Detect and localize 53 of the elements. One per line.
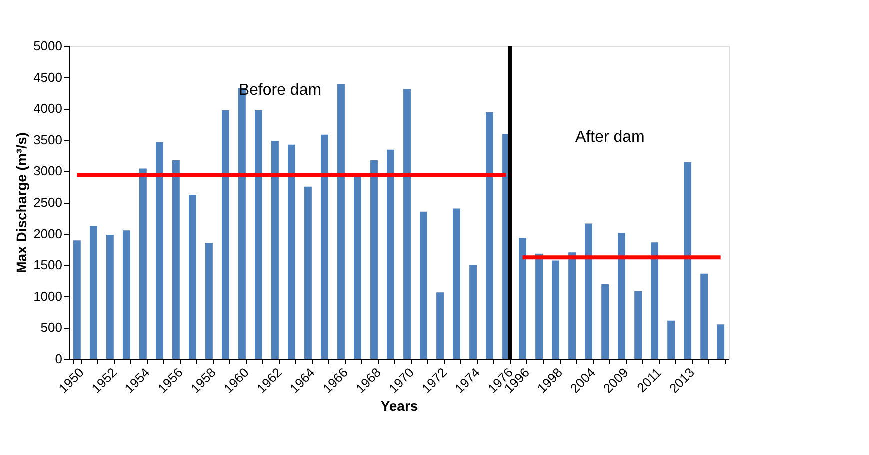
x-axis-title: Years bbox=[380, 398, 418, 414]
bar bbox=[700, 274, 708, 359]
bar bbox=[453, 208, 460, 359]
bar bbox=[387, 150, 394, 359]
bar bbox=[338, 84, 345, 359]
bar bbox=[272, 141, 279, 359]
y-tick-label: 3000 bbox=[34, 164, 62, 179]
bar bbox=[222, 110, 230, 359]
bar bbox=[536, 254, 543, 359]
bar bbox=[420, 212, 428, 359]
bar bbox=[684, 162, 692, 359]
bar bbox=[404, 89, 411, 359]
bar bbox=[668, 320, 676, 359]
bar bbox=[552, 260, 560, 359]
bar bbox=[304, 186, 312, 359]
y-tick-label: 4000 bbox=[34, 101, 62, 116]
annotation: Before dam bbox=[238, 82, 322, 99]
bar bbox=[618, 233, 626, 359]
bar bbox=[486, 112, 494, 359]
bar bbox=[585, 224, 593, 359]
y-tick-label: 1500 bbox=[34, 258, 62, 273]
bar bbox=[354, 176, 362, 359]
y-axis-title: Max Discharge (m³/s) bbox=[14, 132, 30, 274]
bar bbox=[321, 134, 328, 359]
bar bbox=[651, 242, 659, 359]
y-tick-label: 0 bbox=[55, 352, 62, 366]
bar bbox=[634, 291, 642, 359]
annotation: After dam bbox=[576, 128, 645, 146]
bar bbox=[156, 142, 164, 359]
y-tick-label: 4500 bbox=[34, 70, 62, 85]
bar bbox=[370, 160, 378, 359]
bar bbox=[122, 230, 130, 359]
bar bbox=[717, 324, 725, 359]
bar bbox=[470, 265, 477, 359]
bar bbox=[568, 252, 576, 359]
bar bbox=[436, 292, 444, 359]
bar bbox=[255, 110, 262, 359]
bar bbox=[602, 284, 610, 359]
y-tick-label: 5000 bbox=[34, 38, 62, 54]
y-tick-label: 3500 bbox=[34, 132, 62, 148]
bar bbox=[139, 168, 147, 359]
y-tick-label: 2500 bbox=[34, 195, 62, 210]
bar bbox=[172, 160, 180, 359]
y-tick-label: 2000 bbox=[34, 226, 62, 242]
bar bbox=[205, 243, 213, 359]
bar bbox=[73, 240, 81, 359]
y-tick-label: 1000 bbox=[34, 288, 62, 304]
bar bbox=[519, 238, 526, 359]
bar bbox=[90, 226, 98, 359]
bar bbox=[106, 235, 114, 359]
y-tick-label: 500 bbox=[40, 320, 62, 336]
bar bbox=[288, 144, 296, 359]
bar bbox=[188, 194, 196, 359]
